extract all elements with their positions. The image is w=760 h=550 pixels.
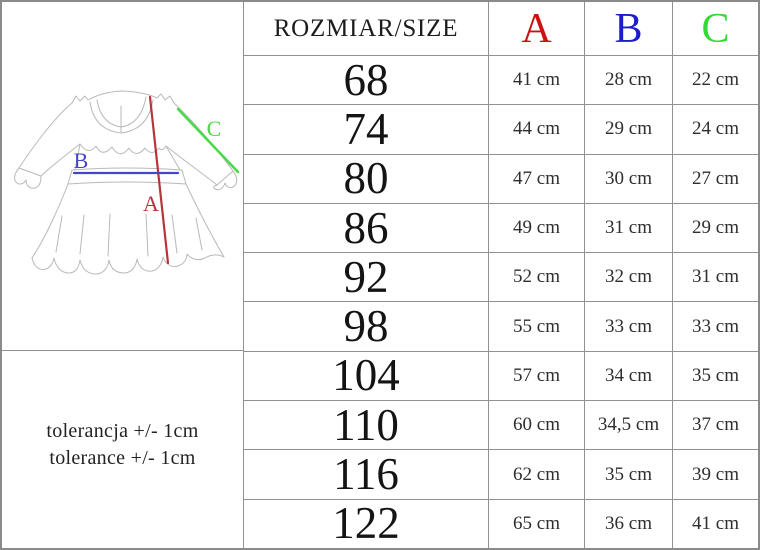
value-b-cell: 35 cm [584,449,672,499]
dress-bodice-sides [74,143,181,171]
value-a-cell: 49 cm [488,202,584,253]
value-c-cell: 22 cm [672,55,758,105]
dress-waistband [67,167,187,185]
header-b: B [584,2,672,55]
value-a-cell: 65 cm [488,498,584,548]
dress-collar-outer [89,99,154,134]
value-c-cell: 37 cm [672,400,758,450]
dress-ruffle-edge [79,143,167,155]
value-b-cell: 29 cm [584,104,672,154]
header-c: C [672,2,758,55]
dress-left-sleeve-outer [18,102,73,169]
dress-left-sleeve-inner [40,143,81,177]
value-a-cell: 57 cm [488,350,584,401]
dress-skirt-left [31,183,69,259]
value-c-cell: 41 cm [672,498,758,548]
value-a-cell: 60 cm [488,400,584,450]
measure-label-a: A [143,191,159,216]
tolerance-cell: tolerancja +/- 1cm tolerance +/- 1cm [2,351,243,548]
tolerance-text-en: tolerance +/- 1cm [49,446,196,469]
size-cell: 116 [244,449,488,498]
size-cell: 68 [244,55,488,104]
measure-line-a [148,95,170,265]
size-cell: 74 [244,104,488,153]
value-a-cell: 44 cm [488,104,584,154]
value-c-cell: 35 cm [672,350,758,401]
dress-left-cuff [18,167,42,177]
dress-right-sleeve-inner [165,145,218,186]
header-size: ROZMIAR/SIZE [273,14,459,42]
size-cell: 110 [244,400,488,449]
value-a-cell: 47 cm [488,153,584,203]
dress-skirt-right [185,183,225,258]
size-cell: 92 [244,252,488,301]
measure-label-b: B [74,148,89,173]
dress-neck-outline [71,90,175,104]
size-cell: 122 [244,498,488,548]
left-panel: A B C tolerancja +/- 1cm tolerance +/- 1… [2,2,244,548]
value-b-cell: 34,5 cm [584,400,672,450]
value-b-cell: 32 cm [584,252,672,302]
value-c-cell: 39 cm [672,449,758,499]
value-c-cell: 27 cm [672,153,758,203]
header-a: A [488,2,584,55]
dress-diagram-cell: A B C [2,2,243,351]
dress-left-cuff-ruffle [14,167,42,189]
measure-label-c: C [207,116,222,141]
size-cell: 104 [244,350,488,400]
value-b-cell: 30 cm [584,153,672,203]
dress-right-cuff-ruffle [213,170,238,191]
size-cell: 86 [244,202,488,252]
dress-hem [31,253,225,275]
value-a-cell: 55 cm [488,301,584,351]
dress-diagram: A B C [14,90,240,275]
dress-right-cuff [216,170,234,186]
value-a-cell: 62 cm [488,449,584,499]
value-c-cell: 31 cm [672,252,758,302]
value-c-cell: 24 cm [672,104,758,154]
value-b-cell: 31 cm [584,202,672,253]
value-a-cell: 52 cm [488,252,584,302]
size-cell: 80 [244,153,488,203]
value-c-cell: 33 cm [672,301,758,351]
value-a-cell: 41 cm [488,55,584,105]
value-c-cell: 29 cm [672,202,758,253]
value-b-cell: 34 cm [584,350,672,401]
value-b-cell: 28 cm [584,55,672,105]
size-table: ROZMIAR/SIZE A B C 68 41 cm 28 cm 22 cm 74 44… [244,2,758,548]
value-b-cell: 36 cm [584,498,672,548]
tolerance-text-pl: tolerancja +/- 1cm [46,419,199,442]
measure-line-c [176,107,240,174]
value-b-cell: 33 cm [584,301,672,351]
size-cell: 98 [244,301,488,350]
dress-skirt-folds [55,213,203,257]
